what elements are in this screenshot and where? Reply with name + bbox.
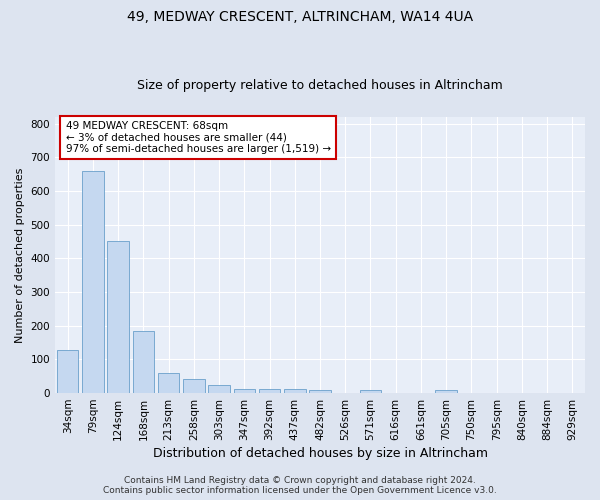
- Bar: [82, 170, 104, 393]
- Y-axis label: Number of detached properties: Number of detached properties: [15, 167, 25, 342]
- Bar: [57, 350, 79, 393]
- Bar: [309, 390, 331, 393]
- X-axis label: Distribution of detached houses by size in Altrincham: Distribution of detached houses by size …: [152, 447, 488, 460]
- Bar: [107, 242, 129, 393]
- Bar: [360, 390, 381, 393]
- Text: 49, MEDWAY CRESCENT, ALTRINCHAM, WA14 4UA: 49, MEDWAY CRESCENT, ALTRINCHAM, WA14 4U…: [127, 10, 473, 24]
- Bar: [259, 388, 280, 393]
- Bar: [208, 384, 230, 393]
- Bar: [436, 390, 457, 393]
- Bar: [284, 390, 305, 393]
- Bar: [158, 373, 179, 393]
- Bar: [233, 389, 255, 393]
- Bar: [133, 330, 154, 393]
- Title: Size of property relative to detached houses in Altrincham: Size of property relative to detached ho…: [137, 79, 503, 92]
- Bar: [183, 378, 205, 393]
- Text: 49 MEDWAY CRESCENT: 68sqm
← 3% of detached houses are smaller (44)
97% of semi-d: 49 MEDWAY CRESCENT: 68sqm ← 3% of detach…: [65, 121, 331, 154]
- Text: Contains HM Land Registry data © Crown copyright and database right 2024.
Contai: Contains HM Land Registry data © Crown c…: [103, 476, 497, 495]
